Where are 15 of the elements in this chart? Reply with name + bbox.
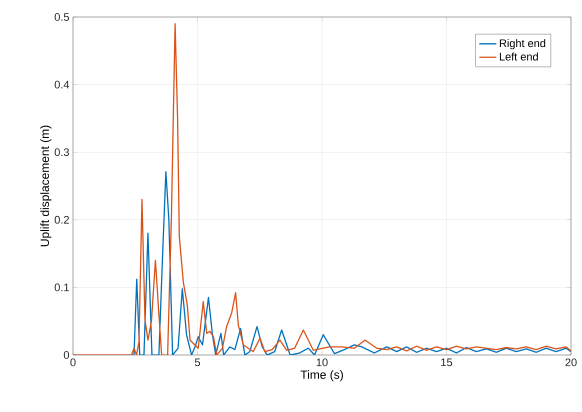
y-tick-label: 0.2 — [54, 216, 69, 224]
y-tick-label: 0.1 — [54, 284, 69, 292]
legend-label: Right end — [500, 39, 546, 50]
x-tick-label: 15 — [441, 358, 452, 366]
y-tick-label: 0 — [64, 351, 70, 359]
y-tick-label: 0.3 — [54, 148, 69, 156]
x-tick-label: 10 — [316, 358, 328, 366]
x-tick-label: 20 — [565, 358, 577, 366]
y-axis-title: Uplift displacement (m) — [40, 126, 52, 246]
y-tick-label: 0.4 — [54, 80, 70, 88]
y-tick-label: 0.5 — [54, 13, 70, 21]
x-tick-label: 0 — [70, 358, 76, 366]
x-axis-title: Time (s) — [300, 370, 343, 382]
legend-label: Left end — [500, 52, 538, 61]
x-tick-label: 5 — [194, 358, 200, 366]
